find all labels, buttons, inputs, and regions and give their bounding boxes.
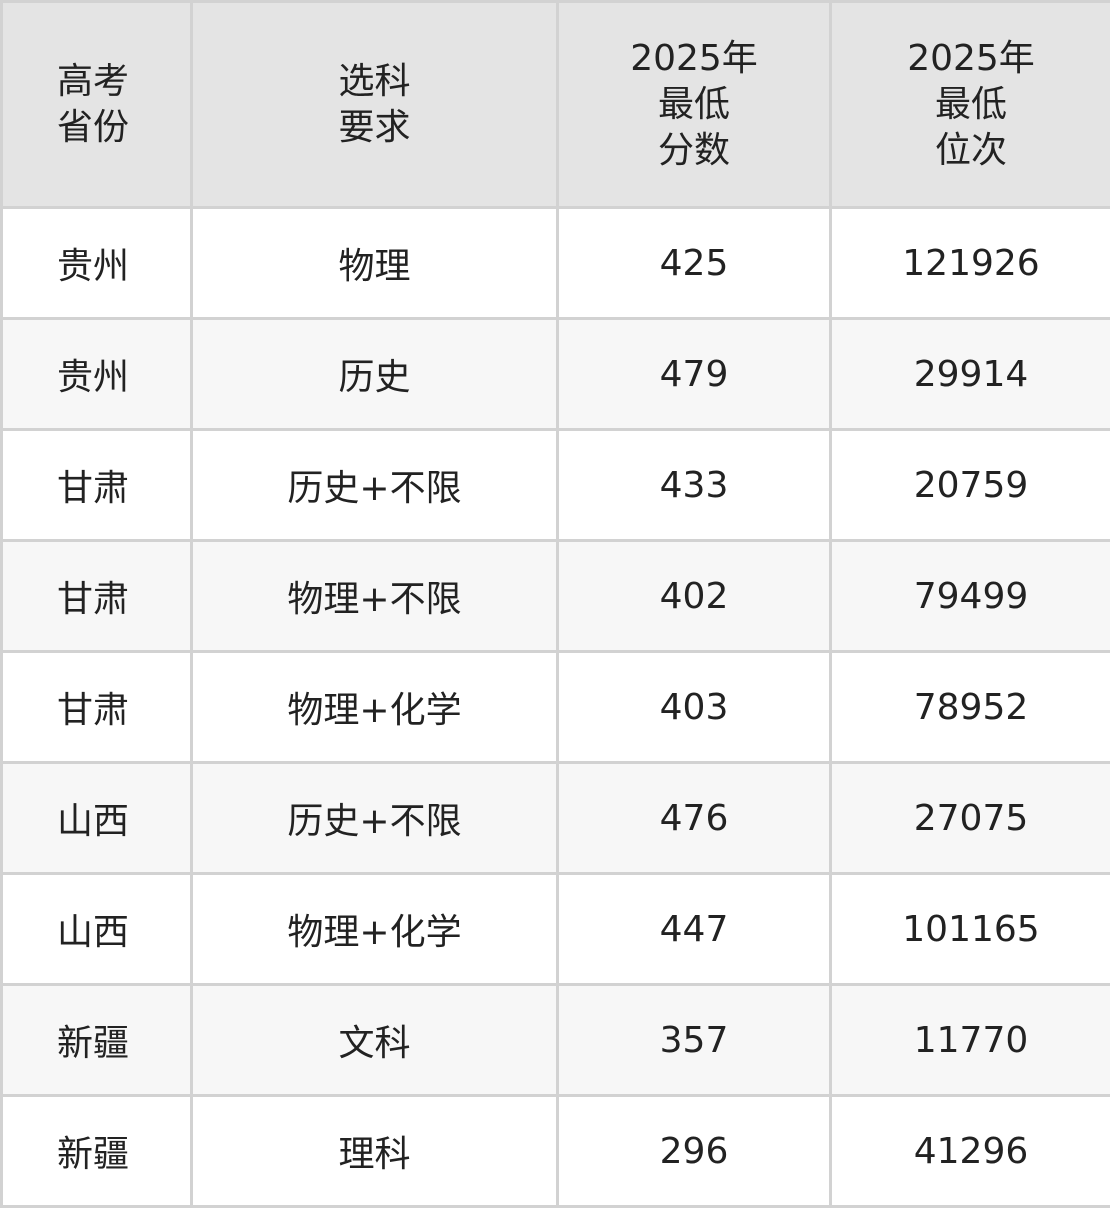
- cell-subject: 物理: [190, 206, 559, 320]
- cell-min-rank: 79499: [829, 539, 1110, 653]
- cell-province: 新疆: [0, 983, 193, 1097]
- cell-province: 山西: [0, 872, 193, 986]
- cell-subject: 物理+化学: [190, 650, 559, 764]
- header-line: 选科: [338, 60, 411, 102]
- cell-subject: 物理+化学: [190, 872, 559, 986]
- cell-subject: 理科: [190, 1094, 559, 1208]
- cell-min-score: 476: [556, 761, 832, 875]
- cell-subject: 历史+不限: [190, 761, 559, 875]
- table-row: 山西 物理+化学 447 101165: [0, 872, 1110, 986]
- cell-min-rank: 101165: [829, 872, 1110, 986]
- header-line: 最低: [934, 83, 1007, 125]
- cell-min-score: 433: [556, 428, 832, 542]
- table-row: 甘肃 物理+不限 402 79499: [0, 539, 1110, 653]
- header-min-rank: 2025年 最低 位次: [829, 0, 1110, 209]
- cell-province: 甘肃: [0, 539, 193, 653]
- header-line: 位次: [934, 129, 1007, 171]
- cell-min-score: 425: [556, 206, 832, 320]
- header-line: 2025年: [907, 37, 1035, 79]
- header-subject-requirement: 选科 要求: [190, 0, 559, 209]
- cell-min-rank: 121926: [829, 206, 1110, 320]
- cell-province: 甘肃: [0, 428, 193, 542]
- cell-province: 甘肃: [0, 650, 193, 764]
- cell-province: 贵州: [0, 317, 193, 431]
- header-line: 要求: [338, 106, 411, 148]
- cell-province: 贵州: [0, 206, 193, 320]
- cell-min-rank: 78952: [829, 650, 1110, 764]
- cell-min-score: 402: [556, 539, 832, 653]
- cell-min-score: 357: [556, 983, 832, 1097]
- header-line: 2025年: [630, 37, 758, 79]
- cell-subject: 历史+不限: [190, 428, 559, 542]
- cell-min-rank: 27075: [829, 761, 1110, 875]
- table-row: 甘肃 物理+化学 403 78952: [0, 650, 1110, 764]
- cell-subject: 文科: [190, 983, 559, 1097]
- header-line: 高考: [57, 60, 130, 102]
- table-row: 山西 历史+不限 476 27075: [0, 761, 1110, 875]
- header-row: 高考 省份 选科 要求 2025年 最低 分数 2025年 最低 位次: [0, 0, 1110, 209]
- cell-province: 新疆: [0, 1094, 193, 1208]
- table-row: 贵州 历史 479 29914: [0, 317, 1110, 431]
- header-line: 省份: [57, 106, 130, 148]
- header-line: 分数: [657, 129, 730, 171]
- cell-min-score: 447: [556, 872, 832, 986]
- table-row: 贵州 物理 425 121926: [0, 206, 1110, 320]
- cell-min-rank: 29914: [829, 317, 1110, 431]
- table-row: 新疆 文科 357 11770: [0, 983, 1110, 1097]
- cell-subject: 物理+不限: [190, 539, 559, 653]
- cell-min-rank: 11770: [829, 983, 1110, 1097]
- table-row: 甘肃 历史+不限 433 20759: [0, 428, 1110, 542]
- table-row: 新疆 理科 296 41296: [0, 1094, 1110, 1208]
- cell-min-score: 403: [556, 650, 832, 764]
- cell-province: 山西: [0, 761, 193, 875]
- cell-min-rank: 41296: [829, 1094, 1110, 1208]
- cell-min-score: 296: [556, 1094, 832, 1208]
- header-min-score: 2025年 最低 分数: [556, 0, 832, 209]
- header-province: 高考 省份: [0, 0, 193, 209]
- cell-min-score: 479: [556, 317, 832, 431]
- header-line: 最低: [657, 83, 730, 125]
- cell-min-rank: 20759: [829, 428, 1110, 542]
- cell-subject: 历史: [190, 317, 559, 431]
